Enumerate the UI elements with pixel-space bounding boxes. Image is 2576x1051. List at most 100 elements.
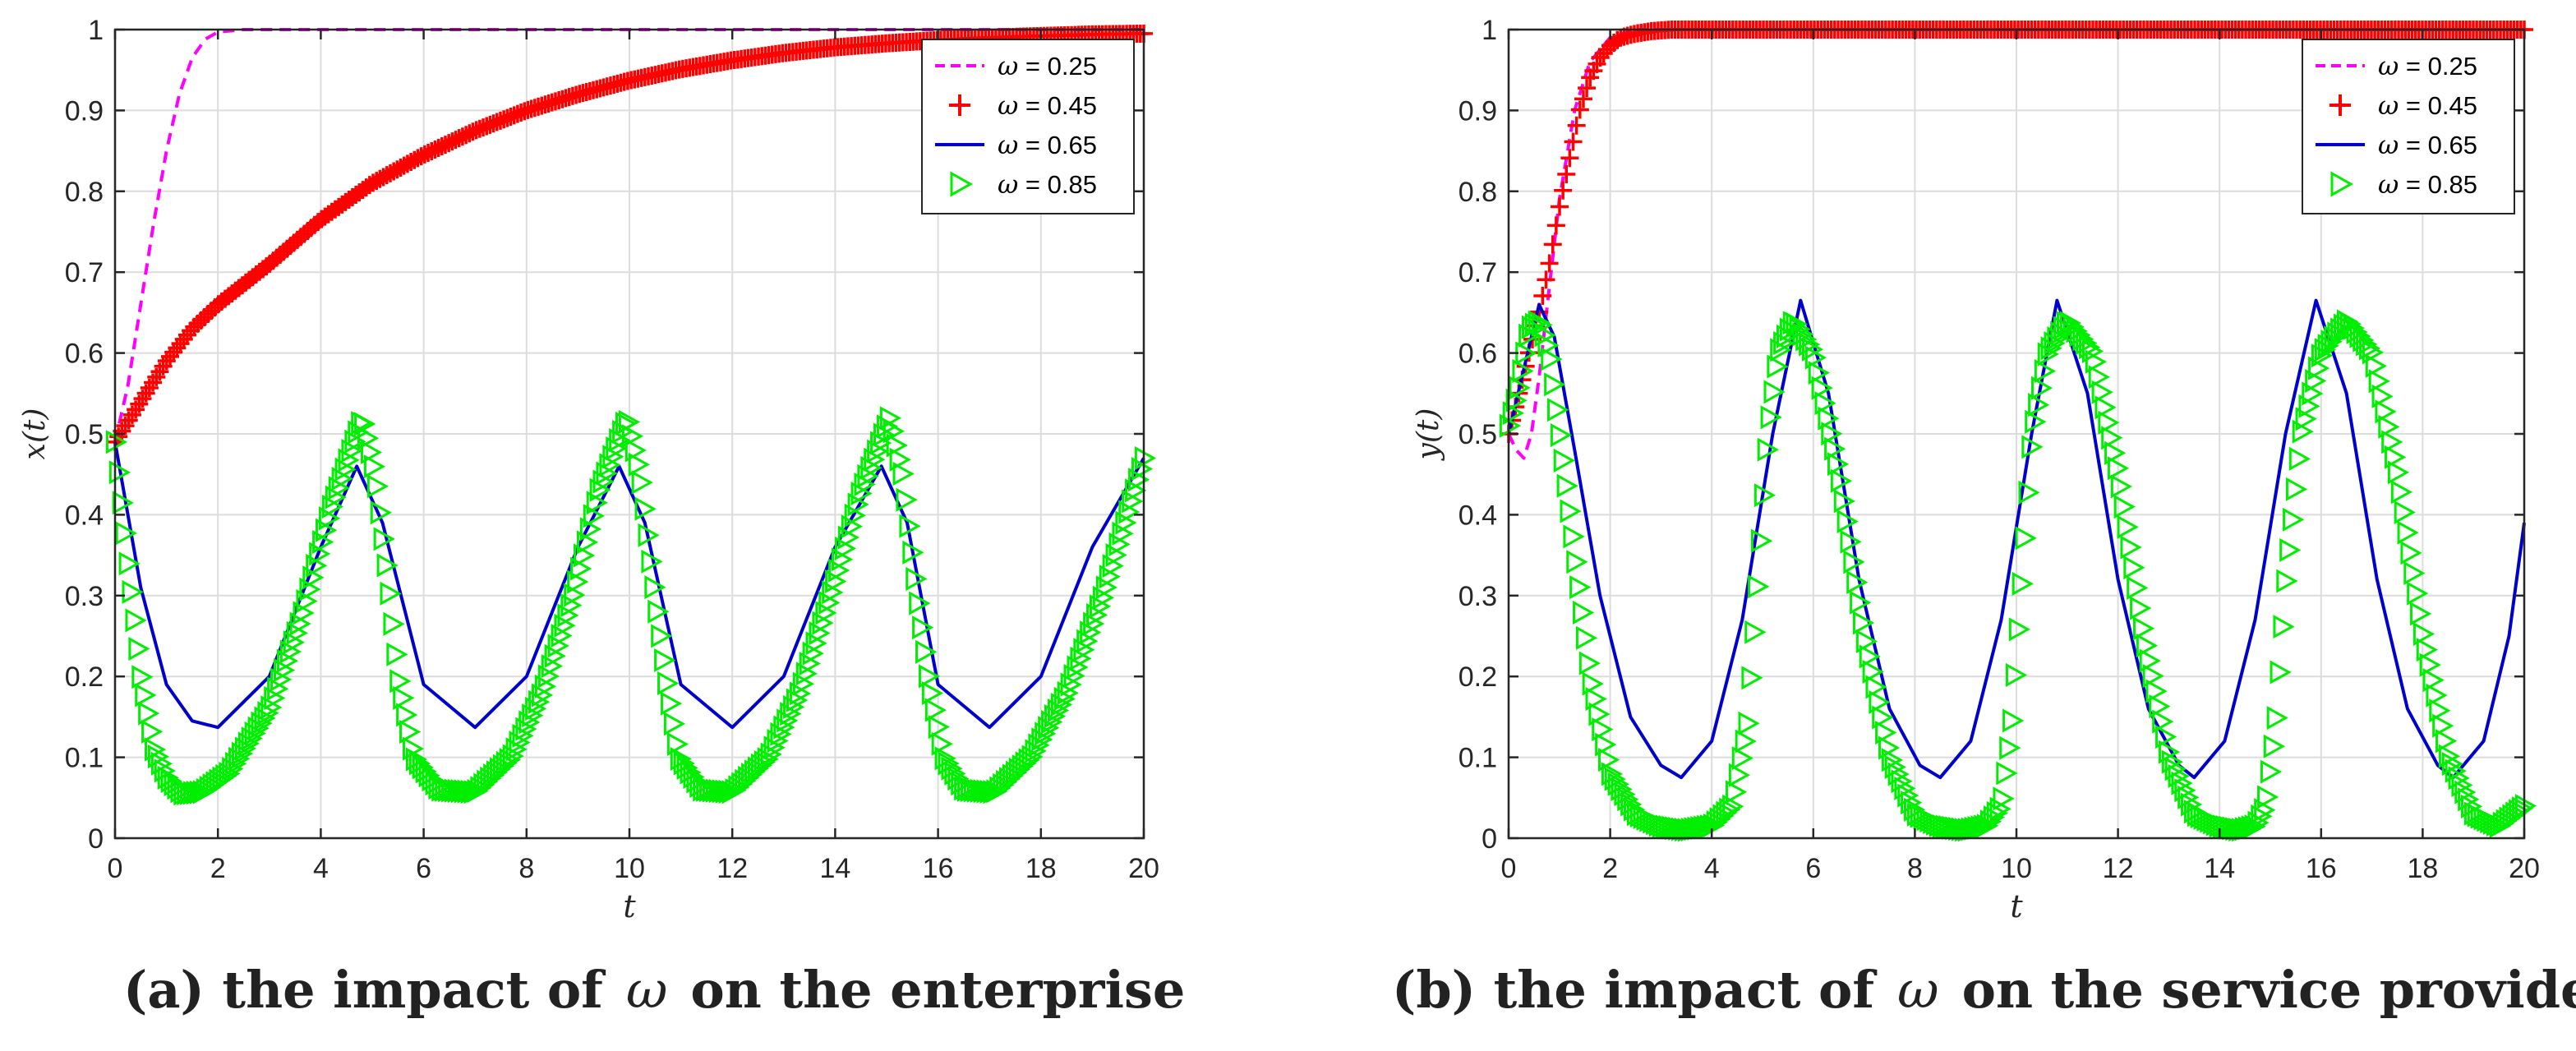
x-tick-label-b: 18 bbox=[2407, 853, 2438, 884]
x-tick-label-b: 14 bbox=[2204, 853, 2235, 884]
series-a-0.85-marker bbox=[122, 579, 144, 604]
series-b-0.85-marker bbox=[1563, 524, 1585, 549]
series-b-0.85-marker bbox=[2266, 706, 2288, 731]
y-tick-label-b: 0.4 bbox=[1459, 500, 1497, 531]
y-tick-label-b: 0.7 bbox=[1459, 257, 1497, 288]
series-a-0.85-marker bbox=[338, 448, 360, 472]
series-b-0.45-marker bbox=[1543, 235, 1562, 254]
series-a-0.85-marker bbox=[279, 639, 302, 664]
x-tick-label-a: 0 bbox=[108, 853, 123, 884]
series-b-0.85-marker bbox=[2155, 725, 2177, 749]
series-a-0.85-marker bbox=[118, 551, 141, 576]
series-b-0.85-marker bbox=[1544, 372, 1566, 397]
series-b-0.85-marker bbox=[2110, 474, 2133, 499]
series-b-0.85-marker bbox=[2076, 331, 2098, 356]
series-a-0.85-marker bbox=[928, 715, 950, 740]
series-a-0.85-marker bbox=[283, 630, 305, 655]
series-a-0.85-marker bbox=[370, 500, 392, 525]
series-a-0.85-marker bbox=[628, 452, 650, 477]
series-b-0.85-marker bbox=[1763, 380, 1786, 404]
series-a-0.85-marker bbox=[1028, 733, 1050, 758]
series-a-0.85-marker bbox=[921, 681, 944, 706]
series-a-0.85-marker bbox=[499, 748, 521, 772]
series-b-0.85-marker bbox=[2088, 365, 2110, 390]
series-a-0.85-marker bbox=[264, 686, 286, 711]
y-tick-label-a: 0.9 bbox=[65, 95, 104, 127]
series-a-0.85-marker bbox=[663, 712, 686, 736]
series-b-0.85-marker bbox=[2378, 414, 2400, 439]
series-b-0.85-marker bbox=[1556, 473, 1578, 498]
series-b-0.85-marker bbox=[2403, 560, 2426, 586]
series-a-0.85-marker bbox=[592, 469, 615, 494]
series-a-0.85-marker bbox=[660, 691, 683, 716]
series-b-0.85-marker bbox=[1827, 452, 1850, 477]
series-a-0.85-marker bbox=[567, 569, 589, 594]
x-tick-label-b: 12 bbox=[2103, 853, 2134, 884]
series-b-0.85-marker bbox=[2094, 395, 2117, 420]
x-tick-label-a: 4 bbox=[313, 853, 329, 884]
legend-b: ω = 0.25ω = 0.45ω = 0.65ω = 0.85 bbox=[2302, 39, 2515, 214]
x-axis-label-a: t bbox=[623, 888, 636, 924]
series-a-0.85-marker bbox=[341, 439, 363, 463]
series-b-0.85-marker bbox=[1869, 689, 1891, 715]
legend-entry-b-0.25-label: ω = 0.25 bbox=[2378, 52, 2477, 81]
legend-entry-a-0.45-omega: ω bbox=[998, 91, 1018, 121]
series-b-0.85-marker bbox=[2356, 332, 2378, 357]
series-a-0.85-marker bbox=[906, 566, 928, 591]
series-a-0.85-marker bbox=[383, 611, 405, 636]
series-b-0.85-marker bbox=[1808, 361, 1830, 385]
y-tick-label-a: 0 bbox=[88, 823, 104, 855]
series-b-0.85-marker bbox=[1585, 687, 1607, 712]
legend-entry-b-0.25-omega: ω bbox=[2378, 52, 2399, 81]
series-b-0.85-marker bbox=[2107, 456, 2130, 481]
legend-entry-b-0.65-omega: ω bbox=[2378, 131, 2399, 160]
series-a-0.85-marker bbox=[789, 681, 812, 706]
series-b-0.85-marker bbox=[1760, 405, 1782, 430]
y-tick-label-a: 0.5 bbox=[65, 419, 104, 450]
series-b-0.85-marker bbox=[1824, 436, 1846, 461]
series-b-0.85-marker bbox=[1575, 625, 1598, 650]
caption-b-suffix: on the service provider bbox=[1961, 960, 2576, 1020]
x-tick-label-b: 6 bbox=[1805, 853, 1821, 884]
series-a-0.85-marker bbox=[1083, 611, 1105, 636]
series-a-0.85-marker bbox=[273, 658, 296, 683]
series-b-0.85-marker bbox=[1811, 376, 1833, 400]
series-b-0.85-marker bbox=[2158, 740, 2181, 764]
series-a-0.85-marker bbox=[899, 514, 921, 538]
series-b-0.85-marker bbox=[2028, 393, 2050, 417]
y-tick-label-a: 0.6 bbox=[65, 339, 104, 370]
series-a-0.85-marker bbox=[260, 695, 283, 720]
series-b-0.85-marker bbox=[2021, 435, 2044, 459]
series-a-0.45 bbox=[106, 24, 1153, 451]
x-tick-label-a: 8 bbox=[518, 853, 534, 884]
series-a-0.85-marker bbox=[599, 453, 621, 477]
series-b-0.85-marker bbox=[2375, 399, 2397, 424]
series-a-0.85-marker bbox=[357, 426, 380, 450]
series-a-0.85-marker bbox=[267, 676, 289, 701]
legend-box-b bbox=[2302, 39, 2515, 214]
series-a-0.85-marker bbox=[547, 634, 569, 658]
series-a-0.85 bbox=[105, 406, 1157, 806]
series-a-0.85-marker bbox=[128, 636, 150, 661]
series-b-0.45-marker bbox=[1537, 270, 1555, 289]
series-b-0.85-marker bbox=[1744, 620, 1767, 644]
series-a-0.85-marker bbox=[373, 527, 395, 551]
series-b-0.85-marker bbox=[2365, 353, 2387, 378]
series-a-0.85-marker bbox=[666, 731, 689, 757]
x-tick-label-a: 6 bbox=[416, 853, 431, 884]
series-b-0.85-marker bbox=[1830, 468, 1853, 493]
series-b-0.85-marker bbox=[1846, 570, 1869, 595]
series-a-0.85-marker bbox=[609, 428, 631, 453]
series-a-0.85-marker bbox=[909, 591, 931, 615]
series-a-0.85-marker bbox=[1050, 692, 1073, 717]
series-b-0.85-marker bbox=[1569, 575, 1592, 600]
series-b-0.85-marker bbox=[1735, 729, 1757, 754]
series-b-0.85-marker bbox=[1750, 528, 1773, 553]
series-a-0.85-marker bbox=[805, 631, 827, 656]
series-b-0.45-marker bbox=[1567, 116, 1586, 135]
series-a-0.85-marker bbox=[531, 683, 554, 708]
legend-entry-b-0.45-value: = 0.45 bbox=[2399, 91, 2477, 120]
series-a-0.85-marker bbox=[1089, 594, 1112, 619]
series-b-0.85-marker bbox=[1855, 629, 1878, 654]
series-b-0.85-marker bbox=[2385, 445, 2407, 469]
